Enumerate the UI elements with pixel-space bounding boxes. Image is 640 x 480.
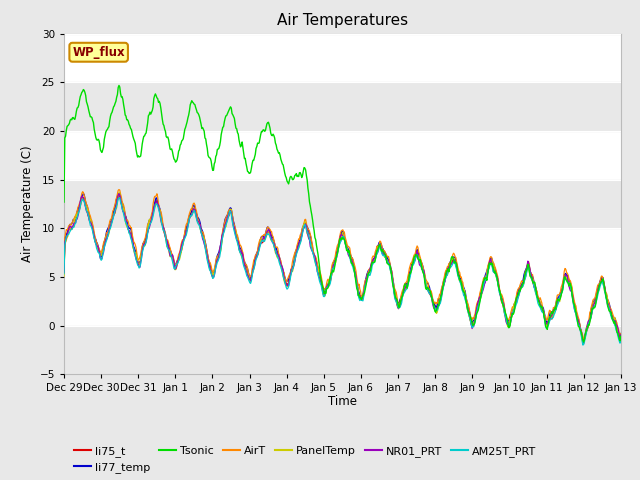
Y-axis label: Air Temperature (C): Air Temperature (C) (21, 146, 34, 262)
Bar (64, 326, 621, 374)
Text: WP_flux: WP_flux (72, 46, 125, 59)
Bar (64, 82, 621, 131)
Bar (64, 180, 621, 228)
Title: Air Temperatures: Air Temperatures (277, 13, 408, 28)
X-axis label: Time: Time (328, 395, 357, 408)
Legend: li75_t, li77_temp, Tsonic, AirT, PanelTemp, NR01_PRT, AM25T_PRT: li75_t, li77_temp, Tsonic, AirT, PanelTe… (70, 441, 541, 478)
